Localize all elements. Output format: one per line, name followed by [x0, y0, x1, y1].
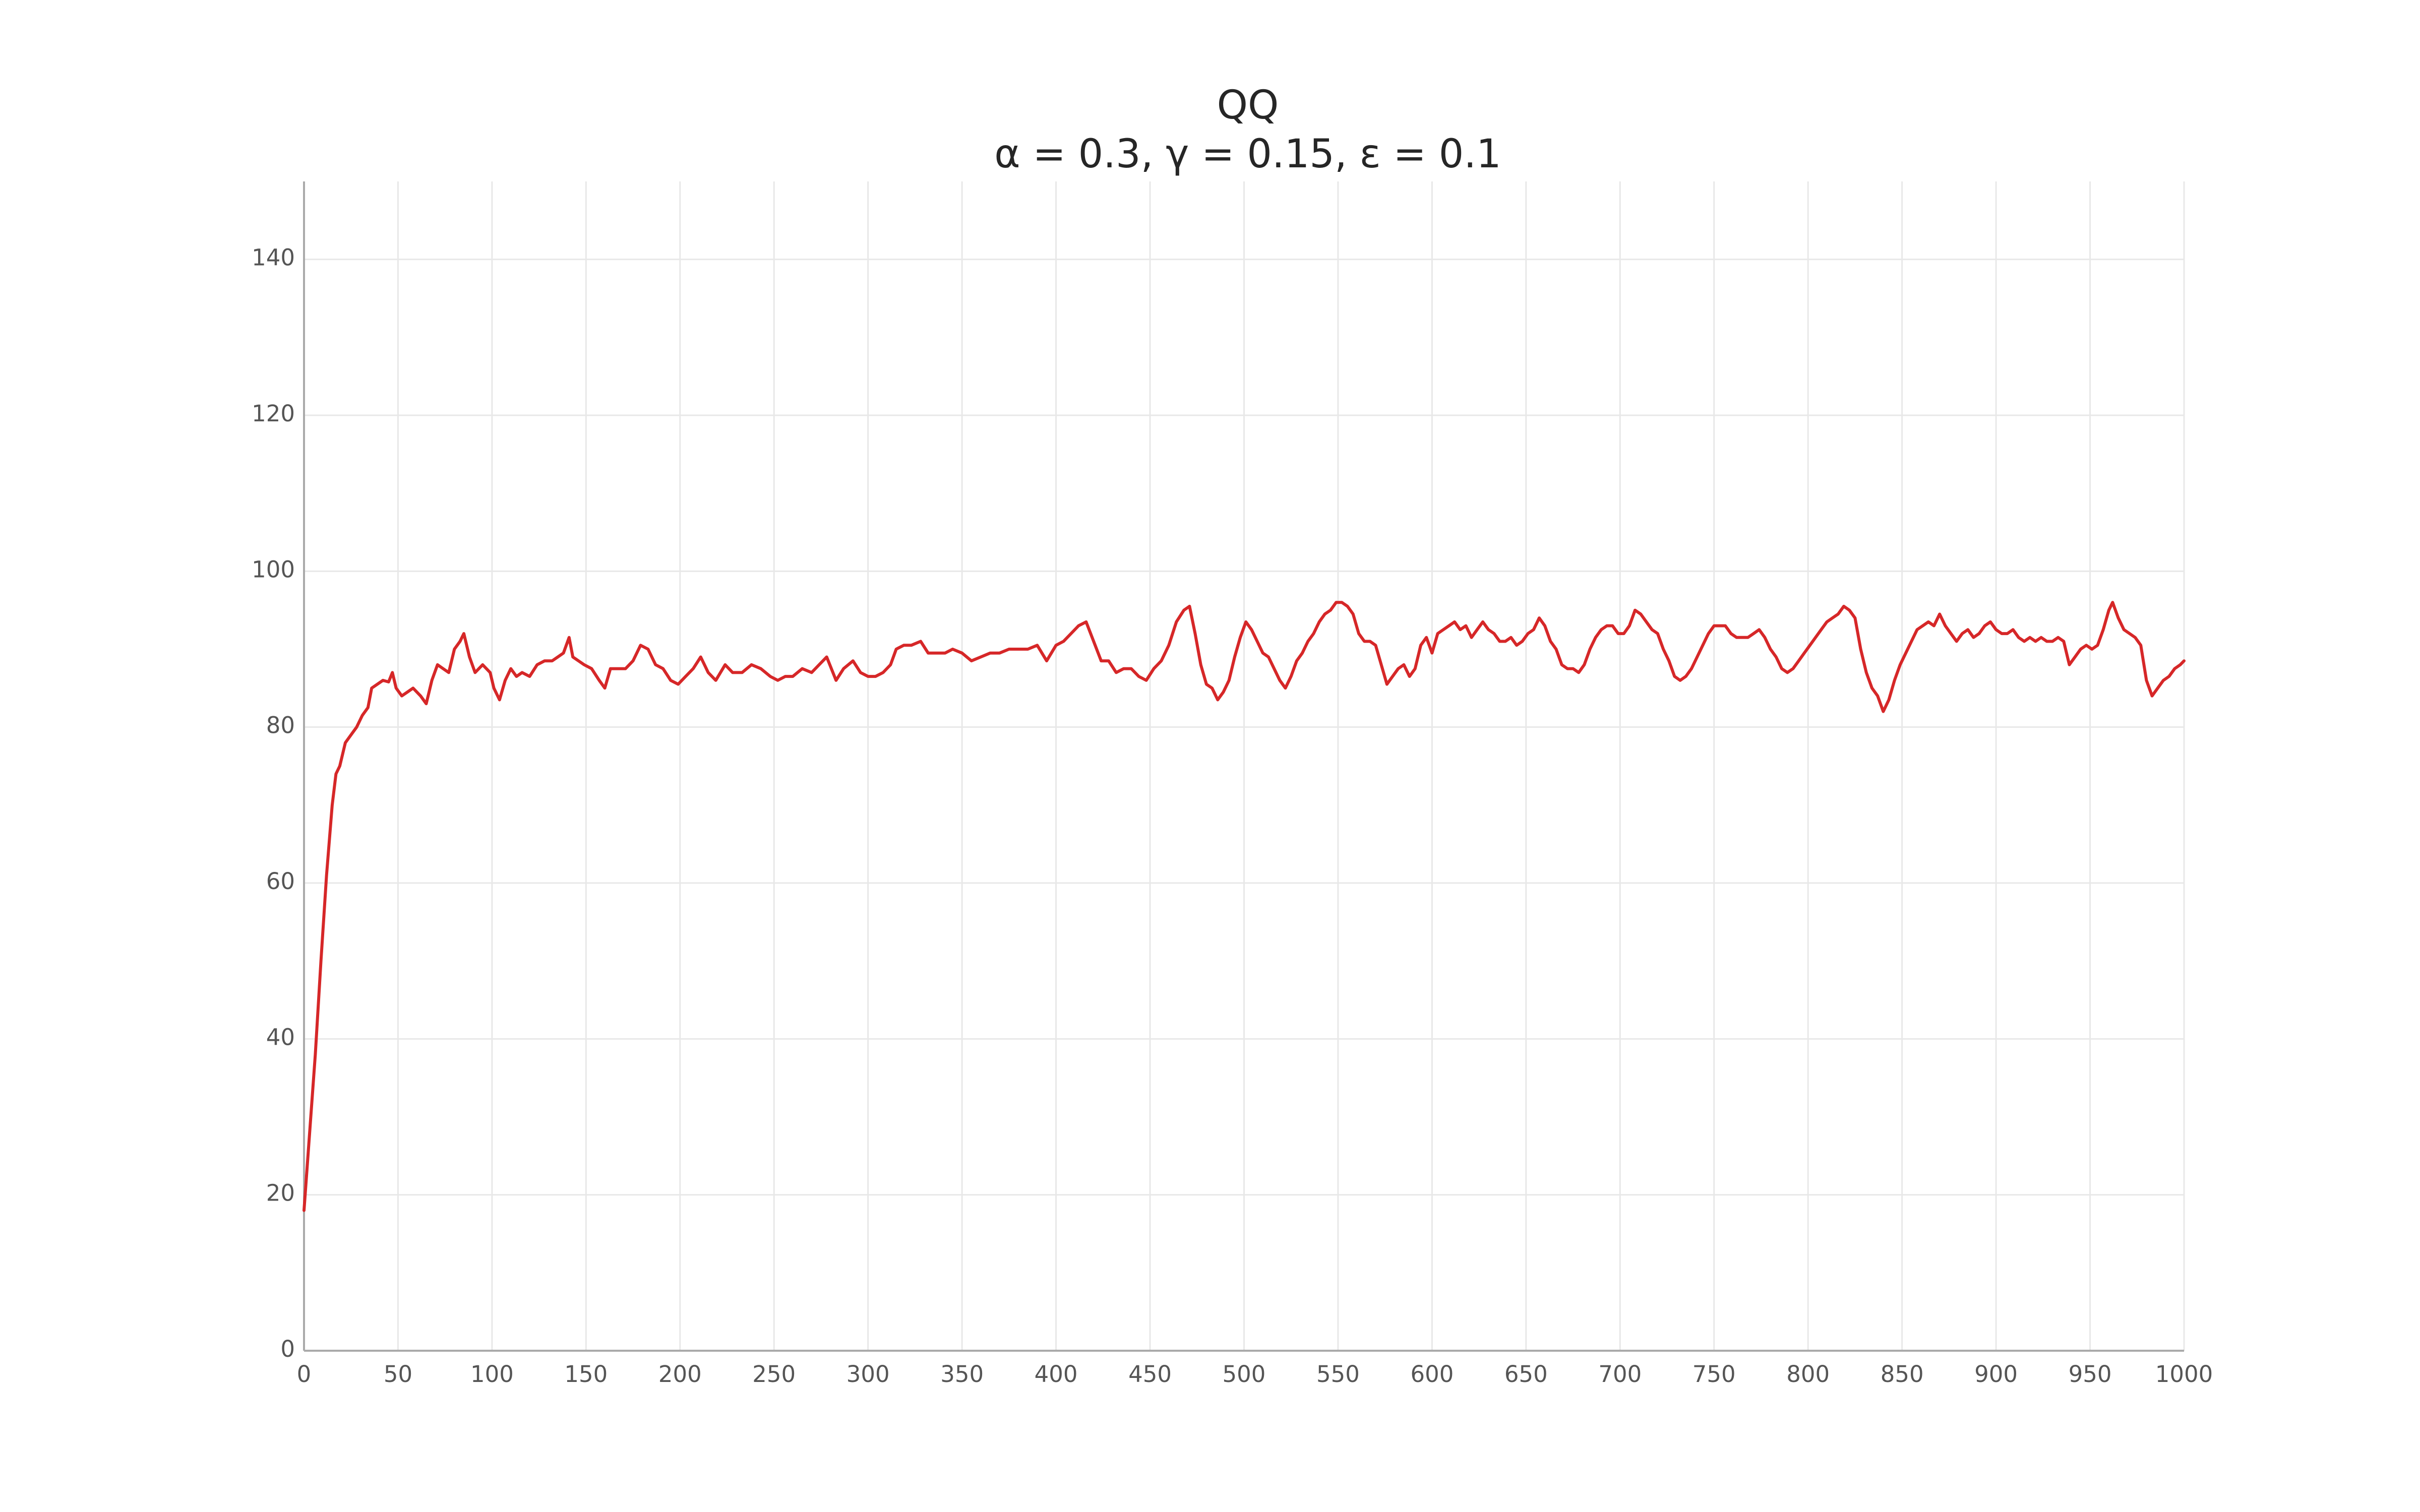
x-tick-label: 550 [1316, 1361, 1360, 1388]
y-tick-label: 100 [252, 556, 295, 583]
chart-subtitle: α = 0.3, γ = 0.15, ε = 0.1 [994, 132, 1501, 177]
y-tick-label: 20 [266, 1180, 295, 1207]
chart-title: QQ [1217, 83, 1279, 128]
x-tick-label: 700 [1598, 1361, 1642, 1388]
x-tick-label: 650 [1504, 1361, 1548, 1388]
x-tick-label: 50 [384, 1361, 412, 1388]
axes [303, 181, 2184, 1352]
series-group [302, 601, 2186, 1212]
y-tick-label: 0 [280, 1336, 295, 1362]
tick-labels: 0 50 100 150 200 250 300 350 400 450 500 550 600 650 7… [252, 244, 2213, 1388]
y-tick-label: 60 [266, 868, 295, 895]
x-tick-label: 350 [940, 1361, 984, 1388]
x-tick-label: 900 [1974, 1361, 2018, 1388]
x-tick-label: 0 [297, 1361, 312, 1388]
x-tick-label: 800 [1786, 1361, 1830, 1388]
grid [304, 181, 2185, 1351]
x-tick-label: 100 [470, 1361, 514, 1388]
x-tick-label: 300 [846, 1361, 890, 1388]
series-line [302, 601, 2186, 1212]
x-tick-label: 750 [1692, 1361, 1736, 1388]
x-tick-label: 500 [1223, 1361, 1266, 1388]
y-tick-label: 80 [266, 712, 295, 739]
x-tick-label: 600 [1410, 1361, 1454, 1388]
x-tick-label: 250 [752, 1361, 796, 1388]
x-tick-label: 200 [658, 1361, 702, 1388]
x-tick-label: 1000 [2155, 1361, 2213, 1388]
x-tick-label: 450 [1128, 1361, 1172, 1388]
x-tick-label: 950 [2069, 1361, 2112, 1388]
y-tick-label: 140 [252, 244, 295, 271]
x-tick-label: 850 [1881, 1361, 1924, 1388]
x-tick-label: 150 [564, 1361, 608, 1388]
x-tick-label: 400 [1035, 1361, 1078, 1388]
y-tick-label: 40 [266, 1024, 295, 1050]
y-tick-label: 120 [252, 400, 295, 427]
